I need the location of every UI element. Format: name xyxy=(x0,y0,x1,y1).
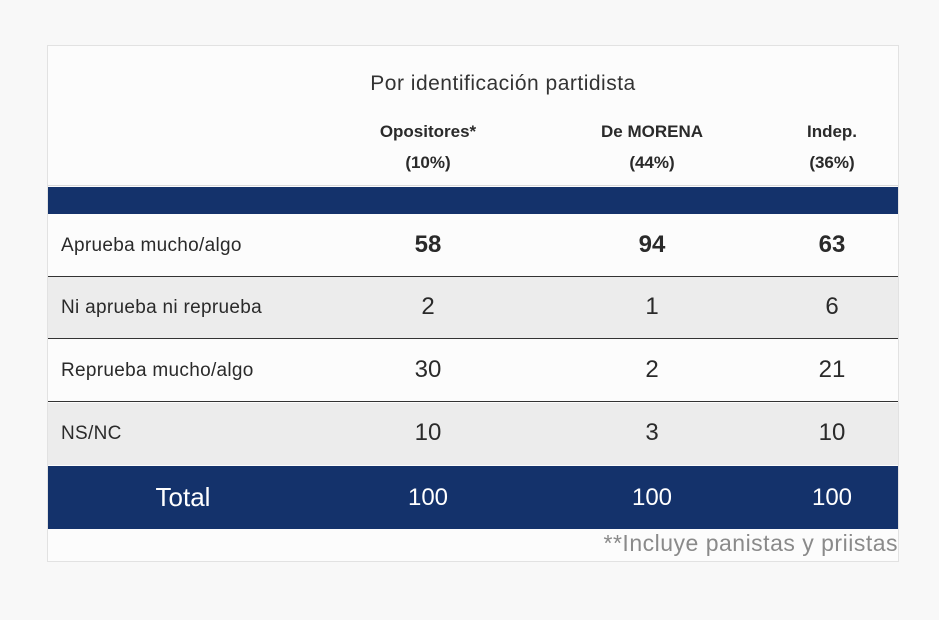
cell-value: 2 xyxy=(645,356,659,383)
cell-value: 10 xyxy=(414,419,442,446)
column-name: Indep. xyxy=(806,122,858,141)
column-name: De MORENA xyxy=(600,122,703,141)
footnote: **Incluye panistas y priistas xyxy=(603,530,898,556)
column-header-opositores: Opositores* (10%) xyxy=(328,116,528,178)
table-row: NS/NC 10 3 10 xyxy=(48,403,898,465)
table-title: Por identificación partidista xyxy=(370,72,636,95)
cell-value: 58 xyxy=(414,231,442,258)
total-value: 100 xyxy=(631,484,673,511)
cell-value: 3 xyxy=(645,419,659,446)
table-row: Reprueba mucho/algo 30 2 21 xyxy=(48,340,898,402)
table-row: Ni aprueba ni reprueba 2 1 6 xyxy=(48,277,898,339)
table-row: Aprueba mucho/algo 58 94 63 xyxy=(48,215,898,277)
column-share: (44%) xyxy=(629,153,675,172)
cell-value: 63 xyxy=(818,231,846,258)
total-label: Total xyxy=(155,482,211,512)
cell-value: 2 xyxy=(421,293,435,320)
cell-value: 30 xyxy=(414,356,442,383)
row-label: Ni aprueba ni reprueba xyxy=(61,297,262,318)
total-value: 100 xyxy=(811,484,853,511)
column-header-indep: Indep. (36%) xyxy=(732,116,932,178)
column-share: (36%) xyxy=(809,153,855,172)
column-share: (10%) xyxy=(405,153,451,172)
header-band xyxy=(48,187,898,214)
row-label: Aprueba mucho/algo xyxy=(61,235,242,256)
total-value: 100 xyxy=(407,484,449,511)
header-divider xyxy=(48,185,898,186)
survey-table: Por identificación partidista Opositores… xyxy=(47,45,899,562)
total-row: Total 100 100 100 xyxy=(48,466,898,529)
column-name: Opositores* xyxy=(379,122,477,141)
cell-value: 10 xyxy=(818,419,846,446)
column-header-morena: De MORENA (44%) xyxy=(552,116,752,178)
cell-value: 21 xyxy=(818,356,846,383)
cell-value: 1 xyxy=(645,293,659,320)
cell-value: 6 xyxy=(825,293,839,320)
row-label: Reprueba mucho/algo xyxy=(61,360,254,381)
row-label: NS/NC xyxy=(61,423,122,444)
cell-value: 94 xyxy=(638,231,666,258)
